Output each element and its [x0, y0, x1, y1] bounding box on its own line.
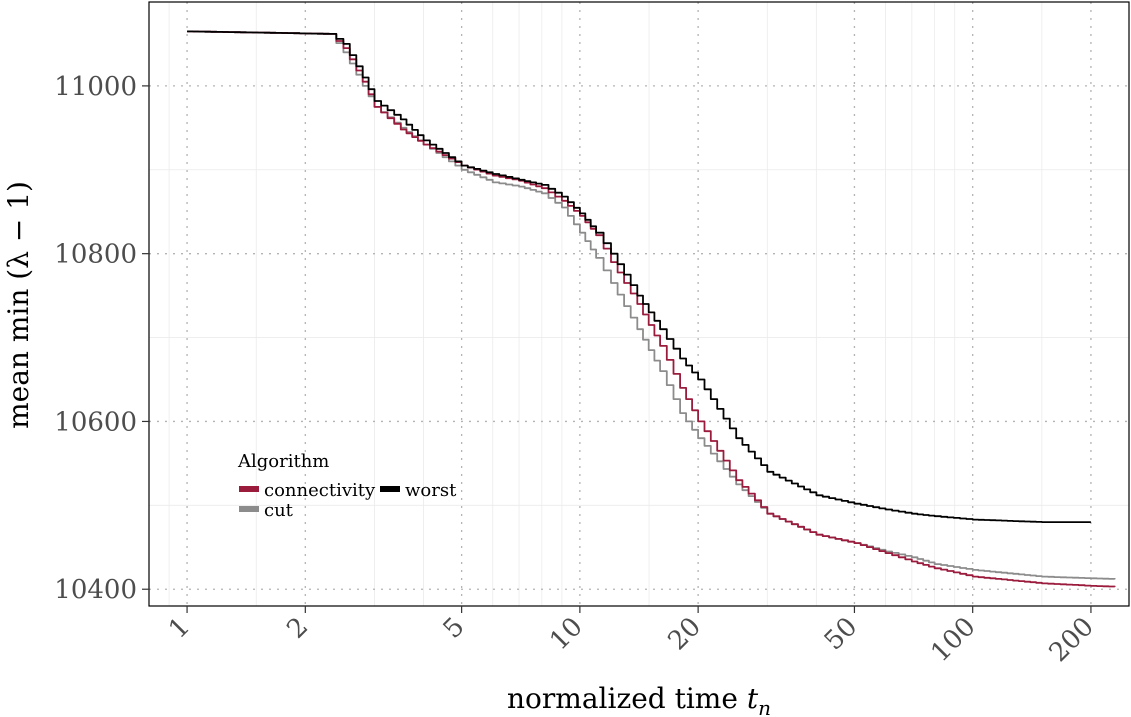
x-axis-label: normalized time tn	[507, 682, 771, 717]
y-axis: 10400 10600 10800 11000	[54, 72, 149, 605]
series-line-cut	[187, 30, 1116, 580]
x-tick-label: 200	[1044, 612, 1100, 668]
y-tick-label: 11000	[54, 72, 137, 102]
y-axis-label: mean min (λ − 1)	[2, 181, 35, 429]
x-tick-label: 1	[163, 612, 196, 645]
x-axis-label-text: normalized time	[507, 682, 747, 715]
y-tick-label: 10800	[54, 240, 137, 270]
y-tick-label: 10600	[54, 407, 137, 437]
x-tick-label: 10	[544, 612, 589, 657]
x-axis-label-sub: n	[758, 696, 771, 717]
x-tick-label: 50	[819, 612, 864, 657]
x-axis-label-var: t	[747, 682, 759, 715]
legend-key-connectivity	[239, 486, 259, 492]
major-gridlines	[149, 2, 1129, 606]
x-tick-label: 100	[925, 612, 981, 668]
series-line-connectivity	[187, 30, 1116, 588]
series-line-worst	[187, 30, 1091, 523]
series-lines	[187, 30, 1116, 588]
legend-title: Algorithm	[237, 451, 329, 472]
legend-key-worst	[380, 486, 400, 492]
legend: Algorithm connectivity worst cut	[237, 451, 457, 521]
legend-label-cut: cut	[264, 500, 294, 521]
x-axis: 1 2 5 10 20 50 100 200	[163, 606, 1100, 668]
plot-panel-border	[148, 1, 1130, 607]
legend-key-cut	[239, 506, 259, 512]
x-tick-label: 5	[438, 612, 471, 645]
x-tick-label: 20	[662, 612, 707, 657]
legend-label-worst: worst	[405, 480, 457, 501]
legend-label-connectivity: connectivity	[264, 480, 376, 501]
y-tick-label: 10400	[54, 575, 137, 605]
x-tick-label: 2	[281, 612, 314, 645]
